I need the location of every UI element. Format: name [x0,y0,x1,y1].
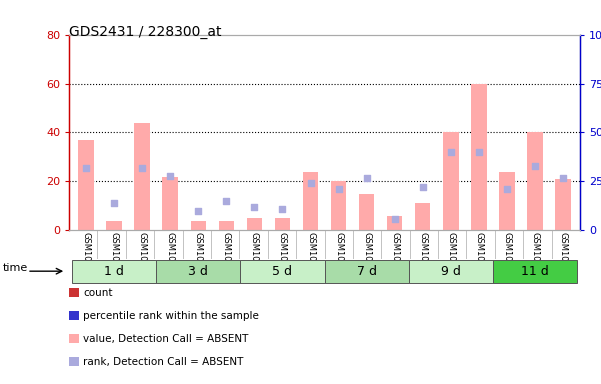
Text: 3 d: 3 d [188,265,208,278]
Bar [409,260,493,283]
Text: 1 d: 1 d [104,265,124,278]
Point [81,165,91,171]
Point [418,184,427,190]
Bar [303,172,318,230]
Text: 7 d: 7 d [356,265,377,278]
Text: 9 d: 9 d [441,265,461,278]
Point [306,180,316,187]
Point [446,149,456,155]
Point [137,165,147,171]
Bar [493,260,577,283]
Text: count: count [84,288,113,298]
Bar [69,288,79,297]
Bar [359,194,374,230]
Bar [471,84,487,230]
Bar [325,260,409,283]
Point [165,172,175,179]
Point [334,186,343,192]
Bar [135,123,150,230]
Text: percentile rank within the sample: percentile rank within the sample [84,311,259,321]
Text: GDS2431 / 228300_at: GDS2431 / 228300_at [69,25,222,39]
Bar [78,140,94,230]
Point [558,174,568,180]
Bar [191,220,206,230]
Bar [387,216,403,230]
Bar [106,220,122,230]
Bar [331,182,346,230]
Bar [443,132,459,230]
Bar [69,357,79,366]
Text: value, Detection Call = ABSENT: value, Detection Call = ABSENT [84,334,249,344]
Bar [240,260,325,283]
Bar [69,334,79,343]
Bar [69,311,79,320]
Text: time: time [3,263,28,273]
Point [362,174,371,180]
Point [194,208,203,214]
Text: 5 d: 5 d [272,265,293,278]
Point [502,186,512,192]
Bar [527,132,543,230]
Point [222,198,231,204]
Bar [246,218,262,230]
Text: rank, Detection Call = ABSENT: rank, Detection Call = ABSENT [84,357,244,367]
Point [278,206,287,212]
Bar [156,260,240,283]
Bar [555,179,571,230]
Point [390,215,400,222]
Text: 11 d: 11 d [521,265,549,278]
Point [109,200,119,206]
Point [474,149,484,155]
Bar [499,172,514,230]
Point [249,204,259,210]
Bar [415,204,430,230]
Point [530,163,540,169]
Bar [72,260,156,283]
Bar [162,177,178,230]
Bar [219,220,234,230]
Bar [275,218,290,230]
